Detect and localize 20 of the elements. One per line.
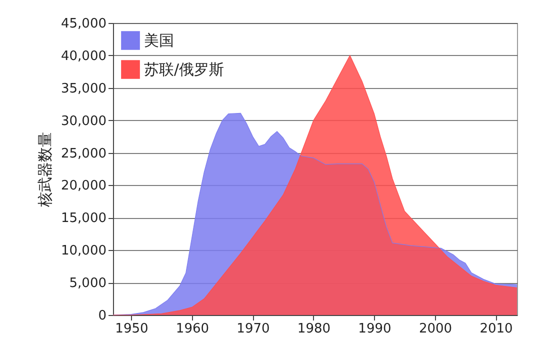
legend-label: 美国 [144, 32, 174, 50]
y-tick-label: 10,000 [61, 244, 106, 259]
x-tick-label: 1960 [176, 322, 210, 336]
x-tick-label: 2000 [418, 322, 452, 336]
x-tick-label: 1980 [297, 322, 331, 336]
y-tick-label: 40,000 [61, 48, 106, 64]
y-tick-label: 5,000 [69, 276, 106, 292]
x-tick-label: 1990 [358, 322, 392, 336]
y-tick-label: 35,000 [61, 81, 106, 96]
y-tick-label: 25,000 [61, 146, 106, 162]
y-tick-label: 20,000 [61, 178, 106, 194]
x-tick-label: 2010 [480, 322, 513, 336]
y-tick-label: 30,000 [61, 114, 106, 129]
legend-label: 苏联/俄罗斯 [144, 60, 224, 78]
y-tick-label: 15,000 [61, 211, 106, 226]
x-tick-label: 1970 [236, 322, 270, 336]
y-axis-title: 核武器数量 [36, 132, 54, 208]
y-tick-label: 0 [98, 308, 106, 324]
x-tick-label: 1950 [115, 322, 148, 336]
y-tick-label: 45,000 [61, 16, 106, 32]
